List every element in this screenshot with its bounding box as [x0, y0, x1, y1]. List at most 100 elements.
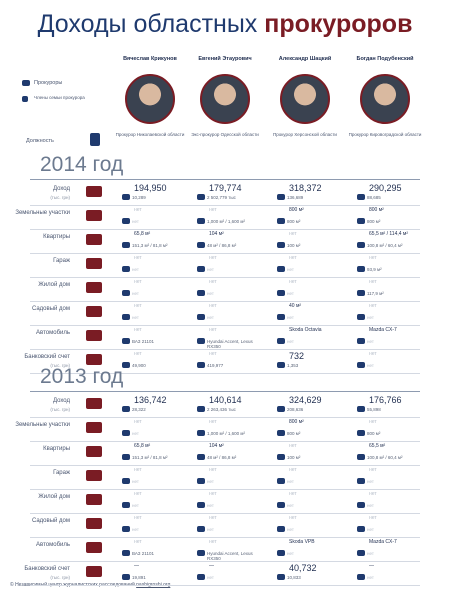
cell-value: нет [209, 327, 217, 333]
cell-family: 88,685 [367, 195, 381, 200]
cell-value: нет [369, 279, 377, 285]
cell-family: 28,322 [132, 407, 146, 412]
cell-family: 117,9 м² [367, 291, 384, 296]
family-icon [122, 338, 130, 344]
cell-value: 732 [289, 351, 305, 361]
family-icon [357, 218, 365, 224]
cell-value: нет [134, 491, 142, 497]
family-icon [277, 454, 285, 460]
cell-value: 800 м² [289, 419, 304, 425]
person-photo [280, 74, 330, 124]
family-icon [357, 574, 365, 580]
family-icon [357, 338, 365, 344]
person-photo [125, 74, 175, 124]
cell-value: 65,5 м² / 114,4 м² [369, 231, 409, 237]
cell-family: нет [367, 363, 374, 368]
cell-family: нет [287, 339, 294, 344]
family-icon [197, 218, 205, 224]
cell-family: 136,689 [287, 195, 304, 200]
family-icon [122, 430, 130, 436]
cell-family: 100 м² [287, 455, 301, 460]
cell-value: нет [289, 491, 297, 497]
cell-family: 49,900 [132, 363, 146, 368]
row-line [30, 585, 420, 586]
row-line [30, 489, 420, 490]
cell-value: 104 м² [209, 443, 224, 449]
row-line [30, 513, 420, 514]
cell-family: нет [287, 479, 294, 484]
cell-value: нет [209, 255, 217, 261]
title-accent: прокуроров [264, 10, 413, 38]
row-icon [86, 398, 102, 409]
row-icon [86, 330, 102, 341]
cell-value: нет [289, 255, 297, 261]
cell-family: 2 502,779 тыс [207, 195, 236, 200]
row-sublabel: (тыс. грн) [50, 363, 70, 368]
row-label: Садовый дом [31, 518, 70, 524]
family-icon [357, 502, 365, 508]
person-photo [200, 74, 250, 124]
cell-family: 800 м² [367, 431, 381, 436]
emblem [90, 133, 100, 146]
family-icon [122, 478, 130, 484]
cell-family: 800 м² [367, 219, 381, 224]
cell-value: нет [209, 351, 217, 357]
row-icon [86, 446, 102, 457]
legend-label: Члены семьи прокурора [34, 95, 85, 100]
cell-value: нет [134, 255, 142, 261]
row-label: Земельные участки [15, 422, 70, 428]
family-icon [357, 242, 365, 248]
cell-value: 140,614 [209, 395, 242, 405]
cell-value: Mazda CX-7 [369, 327, 397, 333]
person-name: Александр Шацкий [278, 56, 332, 62]
cell-family: 10,833 [287, 575, 301, 580]
divider [30, 179, 420, 180]
legend-label: Прокуроры [34, 80, 63, 86]
year-heading: 2014 год [40, 153, 124, 176]
legend-icon [22, 80, 30, 86]
family-icon [197, 194, 205, 200]
cell-family: 1,000 м² / 1,600 м² [207, 219, 245, 224]
cell-value: 318,372 [289, 183, 322, 193]
family-icon [357, 290, 365, 296]
family-icon [197, 338, 205, 344]
row-line [30, 417, 420, 418]
person-position: Прокурор Херсонской области [273, 132, 337, 137]
cell-family: нет [207, 575, 214, 580]
cell-value: нет [369, 351, 377, 357]
cell-family: 800 м² [287, 431, 301, 436]
row-icon [86, 470, 102, 481]
cell-value: 136,742 [134, 395, 167, 405]
family-icon [122, 574, 130, 580]
family-icon [197, 430, 205, 436]
cell-value: 194,950 [134, 183, 167, 193]
cell-value: 65,5 м² [369, 443, 386, 449]
cell-family: нет [287, 267, 294, 272]
cell-family: 100 м² [287, 243, 301, 248]
family-icon [197, 526, 205, 532]
cell-family: ВАЗ 21101 [132, 339, 154, 344]
row-label: Земельные участки [15, 210, 70, 216]
cell-family: нет [287, 527, 294, 532]
row-icon [86, 282, 102, 293]
family-icon [197, 290, 205, 296]
divider [30, 391, 420, 392]
cell-value: 65,8 м² [134, 231, 151, 237]
cell-value: нет [369, 303, 377, 309]
family-icon [197, 478, 205, 484]
cell-family: 93,9 м² [367, 267, 382, 272]
cell-value: нет [289, 443, 297, 449]
family-icon [277, 550, 285, 556]
family-icon [357, 454, 365, 460]
cell-family: нет [287, 291, 294, 296]
row-label: Банковский счет [24, 354, 70, 360]
cell-value: — [369, 563, 374, 569]
row-icon [86, 566, 102, 577]
cell-family: 55,898 [367, 407, 381, 412]
cell-family: нет [132, 267, 139, 272]
row-icon [86, 518, 102, 529]
cell-family: нет [367, 551, 374, 556]
cell-value: нет [134, 351, 142, 357]
row-line [30, 229, 420, 230]
row-label: Гараж [53, 470, 70, 476]
